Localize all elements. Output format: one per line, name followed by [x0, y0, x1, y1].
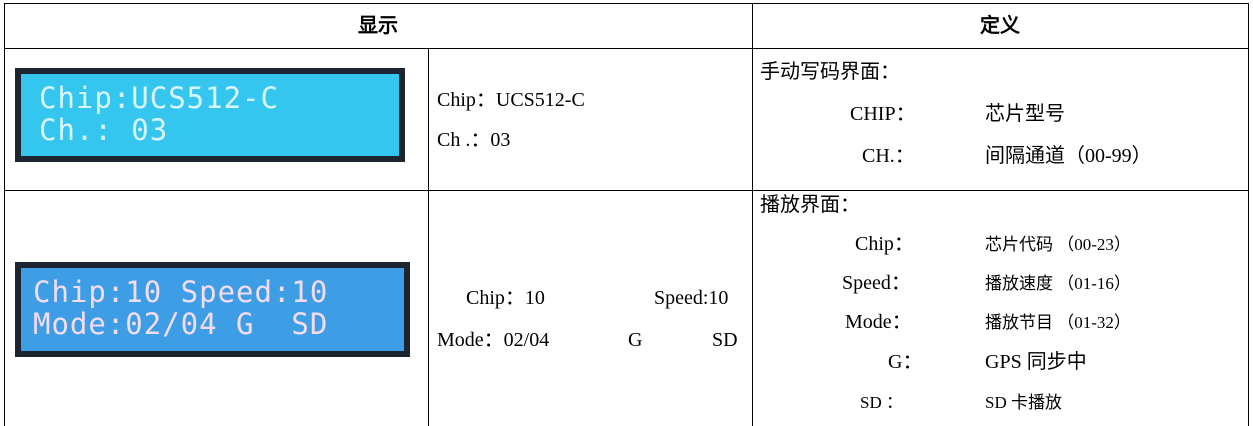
definition-key: CHIP： [850, 103, 916, 125]
definition-key: CH.： [862, 145, 915, 167]
lcd-screen: Chip:10 Speed:10 Mode:02/04 G SD [15, 262, 410, 357]
border-left [4, 3, 5, 426]
divider-col1 [428, 48, 429, 426]
header-definition: 定义 [980, 13, 1020, 37]
lcd-line: Mode:02/04 G SD [33, 307, 329, 341]
definition-value: 间隔通道（00-99） [985, 145, 1152, 167]
definition-value: GPS 同步中 [985, 351, 1087, 373]
definition-key: G： [888, 351, 923, 373]
display-text: Chip：10 [466, 287, 545, 309]
display-text: Speed:10 [654, 287, 729, 309]
display-text: Mode：02/04 [437, 329, 550, 351]
definition-value: 芯片代码 （00-23） [985, 235, 1131, 254]
header-display: 显示 [358, 13, 398, 37]
display-text: G [628, 329, 643, 351]
definition-value: SD 卡播放 [985, 393, 1062, 412]
display-text: Ch .：03 [437, 129, 511, 151]
lcd-screen: Chip:UCS512-C Ch.: 03 [15, 68, 405, 162]
definition-key: SD ： [860, 393, 903, 412]
row-line [4, 48, 1249, 49]
border-top [4, 3, 1249, 4]
definition-key: Chip： [855, 233, 914, 255]
definition-value: 芯片型号 [985, 103, 1065, 125]
definition-value: 播放节目 （01-32） [985, 313, 1131, 332]
border-right [1248, 3, 1249, 426]
display-text: SD [712, 329, 738, 351]
definition-title: 手动写码界面： [760, 61, 900, 83]
display-text: Chip：UCS512-C [437, 89, 585, 111]
divider-col2 [752, 3, 753, 426]
definition-title: 播放界面： [760, 194, 860, 216]
definition-key: Mode： [845, 311, 912, 333]
definition-value: 播放速度 （01-16） [985, 274, 1131, 293]
lcd-line: Chip:UCS512-C [39, 81, 279, 115]
row-line [4, 190, 1249, 191]
definition-key: Speed： [842, 272, 911, 294]
lcd-line: Ch.: 03 [39, 113, 169, 147]
lcd-line: Chip:10 Speed:10 [33, 275, 329, 309]
